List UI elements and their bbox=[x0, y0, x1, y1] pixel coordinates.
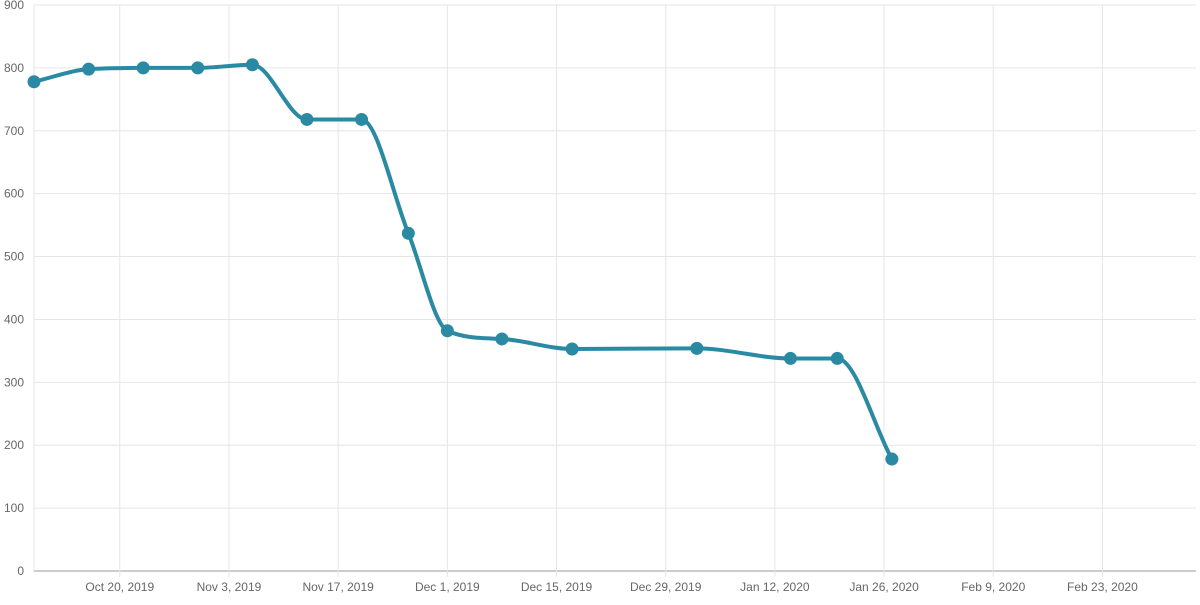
data-point[interactable] bbox=[27, 75, 41, 89]
data-point[interactable] bbox=[82, 62, 96, 76]
data-point[interactable] bbox=[885, 452, 899, 466]
points-layer bbox=[27, 58, 899, 466]
series-line bbox=[32, 62, 894, 462]
x-tick-label: Feb 9, 2020 bbox=[961, 580, 1025, 594]
y-tick-label: 400 bbox=[4, 312, 24, 326]
y-tick-label: 200 bbox=[4, 438, 24, 452]
data-point[interactable] bbox=[401, 226, 415, 240]
data-point[interactable] bbox=[830, 351, 844, 365]
data-point[interactable] bbox=[300, 112, 314, 126]
y-tick-label: 300 bbox=[4, 375, 24, 389]
x-tick-label: Feb 23, 2020 bbox=[1067, 580, 1138, 594]
axis-layer: 0 100 200 300 400 500 600 700 800 900 Oct 20, 2019… bbox=[4, 0, 1138, 594]
data-point[interactable] bbox=[136, 61, 150, 75]
x-tick-label: Nov 17, 2019 bbox=[302, 580, 374, 594]
x-tick-label: Dec 29, 2019 bbox=[630, 580, 702, 594]
x-tick-label: Jan 12, 2020 bbox=[740, 580, 810, 594]
y-tick-label: 500 bbox=[4, 250, 24, 264]
series-layer bbox=[32, 62, 894, 462]
y-tick-label: 700 bbox=[4, 124, 24, 138]
y-tick-label: 600 bbox=[4, 187, 24, 201]
x-tick-label: Dec 1, 2019 bbox=[415, 580, 480, 594]
x-tick-label: Nov 3, 2019 bbox=[197, 580, 262, 594]
y-tick-label: 0 bbox=[17, 564, 24, 578]
grid-layer bbox=[33, 4, 1196, 577]
y-tick-label: 800 bbox=[4, 61, 24, 75]
data-point[interactable] bbox=[440, 324, 454, 338]
x-tick-label: Jan 26, 2020 bbox=[849, 580, 919, 594]
data-point[interactable] bbox=[191, 61, 205, 75]
data-point[interactable] bbox=[355, 112, 369, 126]
data-point[interactable] bbox=[783, 351, 797, 365]
data-point[interactable] bbox=[565, 342, 579, 356]
x-tick-label: Oct 20, 2019 bbox=[85, 580, 154, 594]
y-tick-label: 100 bbox=[4, 501, 24, 515]
data-point[interactable] bbox=[495, 332, 509, 346]
data-point[interactable] bbox=[245, 58, 259, 72]
x-tick-label: Dec 15, 2019 bbox=[521, 580, 593, 594]
data-point[interactable] bbox=[690, 341, 704, 355]
y-tick-label: 900 bbox=[4, 0, 24, 12]
